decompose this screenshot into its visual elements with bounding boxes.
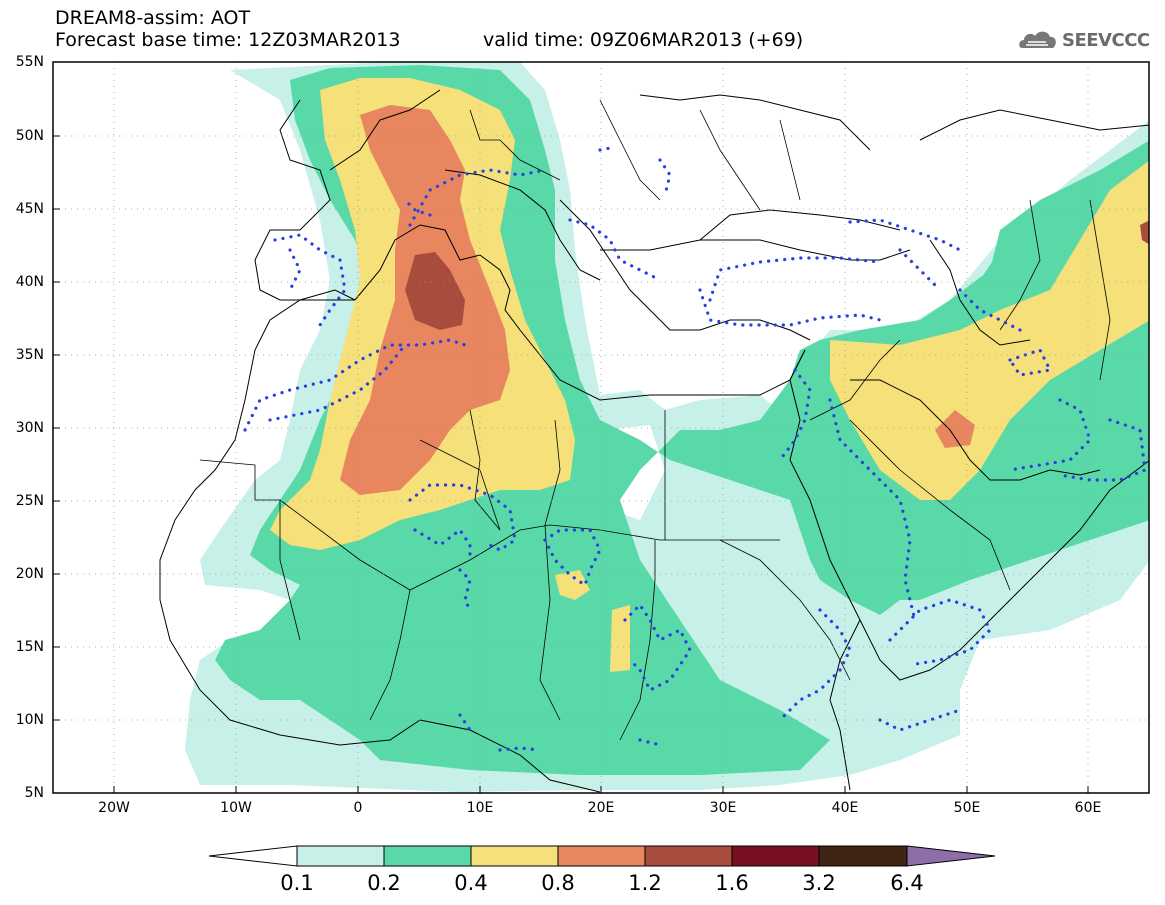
aot-band-1.2 bbox=[405, 252, 465, 330]
lat-label: 5N bbox=[24, 785, 44, 801]
colorbar-label: 3.2 bbox=[802, 871, 836, 895]
colorbar-over bbox=[906, 845, 996, 867]
colorbar-under bbox=[208, 845, 298, 867]
colorbar-label: 0.2 bbox=[367, 871, 401, 895]
colorbar-label: 0.8 bbox=[541, 871, 575, 895]
colorbar-bin-0.2 bbox=[383, 845, 472, 867]
lon-label: 50E bbox=[953, 800, 981, 816]
lat-label: 35N bbox=[15, 347, 44, 363]
colorbar-label: 0.1 bbox=[280, 871, 314, 895]
lat-label: 30N bbox=[15, 420, 44, 436]
colorbar-label: 0.4 bbox=[454, 871, 488, 895]
lon-label: 60E bbox=[1074, 800, 1102, 816]
lat-label: 55N bbox=[15, 54, 44, 70]
lon-label: 20E bbox=[587, 800, 615, 816]
lon-label: 10E bbox=[466, 800, 494, 816]
cloud-icon bbox=[1019, 31, 1056, 48]
colorbar-label: 6.4 bbox=[890, 871, 924, 895]
colorbar-bin-0.1 bbox=[296, 845, 385, 867]
lon-label: 10W bbox=[220, 800, 252, 816]
lon-label: 0 bbox=[353, 800, 363, 816]
valid-time: valid time: 09Z06MAR2013 (+69) bbox=[483, 29, 804, 51]
colorbar bbox=[208, 845, 996, 867]
lat-label: 15N bbox=[15, 639, 44, 655]
map-title: DREAM8-assim: AOT bbox=[55, 7, 251, 29]
forecast-base-time: Forecast base time: 12Z03MAR2013 bbox=[55, 29, 401, 51]
lat-label: 40N bbox=[15, 274, 44, 290]
lon-label: 40E bbox=[831, 800, 859, 816]
lat-label: 50N bbox=[15, 128, 44, 144]
colorbar-bin-0.8 bbox=[557, 845, 646, 867]
lat-label: 20N bbox=[15, 566, 44, 582]
colorbar-bin-1.6 bbox=[731, 845, 820, 867]
lon-label: 20W bbox=[98, 800, 130, 816]
colorbar-label: 1.2 bbox=[628, 871, 662, 895]
seevccc-logo: SEEVCCC bbox=[1062, 30, 1150, 51]
colorbar-bin-0.4 bbox=[470, 845, 559, 867]
lon-label: 30E bbox=[709, 800, 737, 816]
lat-label: 10N bbox=[15, 712, 44, 728]
lat-label: 45N bbox=[15, 201, 44, 217]
colorbar-bin-1.2 bbox=[644, 845, 733, 867]
lat-label: 25N bbox=[15, 493, 44, 509]
colorbar-bin-3.2 bbox=[818, 845, 908, 867]
colorbar-label: 1.6 bbox=[715, 871, 749, 895]
